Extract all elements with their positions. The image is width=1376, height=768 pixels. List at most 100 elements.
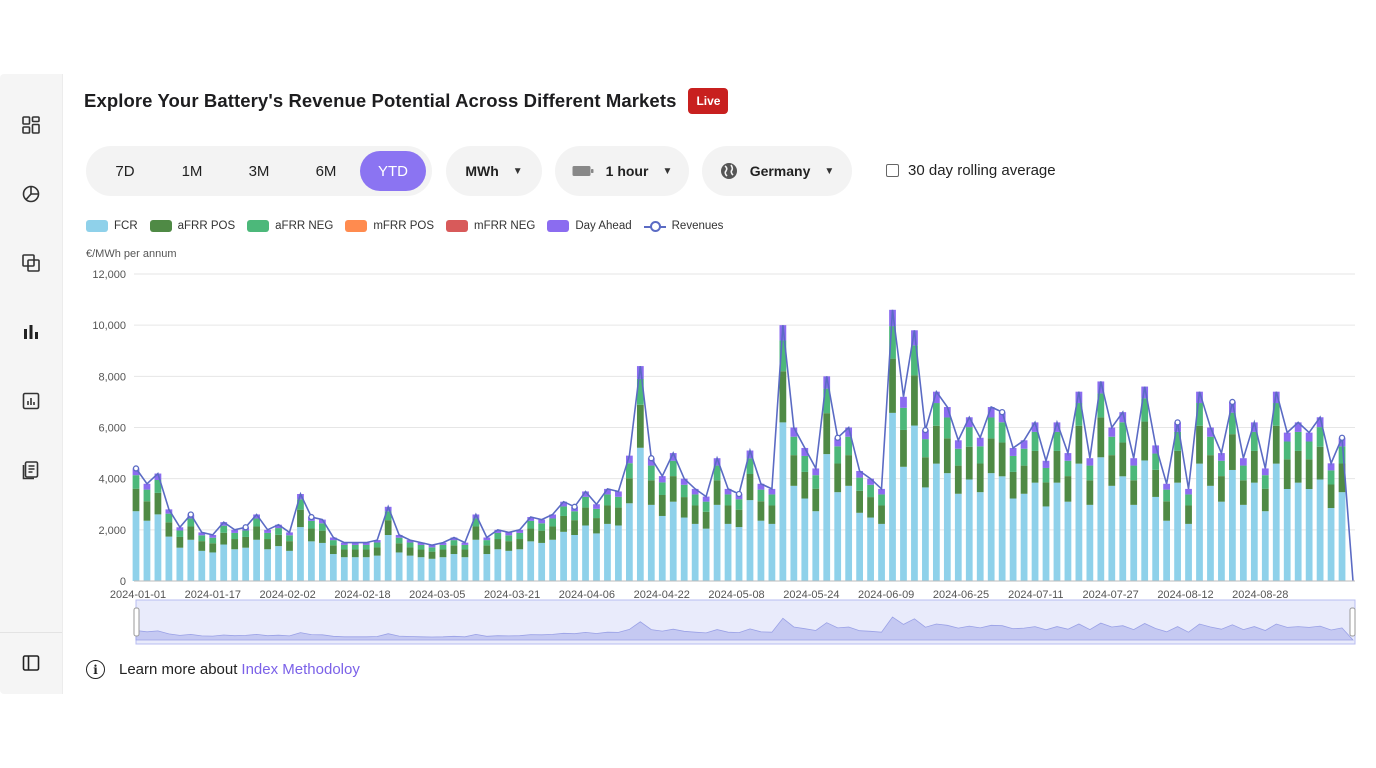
unit-dropdown[interactable]: MWh ▼ xyxy=(446,146,542,196)
bar-day-ahead xyxy=(1009,447,1017,456)
bar-afrr-pos xyxy=(165,522,173,537)
bar-afrr-pos xyxy=(702,511,710,529)
x-tick-label: 2024-03-05 xyxy=(409,589,465,601)
bar-afrr-neg xyxy=(362,544,370,550)
range-7d-button[interactable]: 7D xyxy=(115,162,135,180)
bar-day-ahead xyxy=(253,514,260,519)
bar-afrr-pos xyxy=(636,404,644,448)
bar-afrr-neg xyxy=(505,535,513,542)
bar-afrr-pos xyxy=(867,497,874,518)
legend-item-mfrr-neg[interactable]: mFRR NEG xyxy=(446,220,535,232)
index-methodology-link[interactable]: Index Methodoloy xyxy=(241,661,360,678)
chart-legend: FCR aFRR POS aFRR NEG mFRR POS mFRR NEG … xyxy=(86,220,735,232)
range-ytd-button[interactable]: YTD xyxy=(360,151,426,191)
revenue-point xyxy=(834,434,841,441)
bar-fcr xyxy=(417,557,425,581)
bar-fcr xyxy=(253,539,260,581)
bar-chart-icon[interactable] xyxy=(20,321,42,343)
layers-icon[interactable] xyxy=(20,252,42,274)
bar-fcr xyxy=(461,557,469,581)
bar-day-ahead xyxy=(658,476,666,483)
bar-fcr xyxy=(571,535,578,581)
bar-afrr-pos xyxy=(1294,450,1302,483)
bar-afrr-pos xyxy=(757,501,765,521)
bar-afrr-pos xyxy=(1075,425,1083,464)
bar-afrr-neg xyxy=(669,460,677,477)
bar-day-ahead xyxy=(1294,422,1302,432)
bar-fcr xyxy=(943,473,951,581)
bar-fcr xyxy=(165,536,173,581)
bar-afrr-pos xyxy=(680,497,688,518)
documents-icon[interactable] xyxy=(20,459,42,481)
rolling-average-checkbox[interactable] xyxy=(886,164,899,177)
bar-fcr xyxy=(516,549,524,581)
bar-day-ahead xyxy=(1305,432,1313,442)
bar-afrr-neg xyxy=(1009,455,1017,472)
bar-fcr xyxy=(1130,504,1138,581)
legend-item-fcr[interactable]: FCR xyxy=(86,220,138,232)
battery-icon xyxy=(572,166,594,176)
country-dropdown[interactable]: Germany ▼ xyxy=(702,146,852,196)
bar-afrr-pos xyxy=(768,505,776,524)
bar-afrr-pos xyxy=(801,471,809,499)
rolling-average-toggle[interactable]: 30 day rolling average xyxy=(886,162,1056,179)
legend-label: mFRR POS xyxy=(373,220,435,232)
bar-day-ahead xyxy=(900,396,907,408)
bar-afrr-pos xyxy=(746,474,754,501)
report-icon[interactable] xyxy=(20,390,42,412)
bar-afrr-neg xyxy=(812,475,820,489)
bar-day-ahead xyxy=(878,488,885,495)
bar-afrr-pos xyxy=(362,549,370,558)
bar-afrr-neg xyxy=(1075,403,1083,426)
bar-day-ahead xyxy=(1042,460,1050,468)
sidebar-divider xyxy=(0,632,62,633)
bar-afrr-pos xyxy=(1218,476,1225,502)
bar-afrr-neg xyxy=(922,439,929,458)
footer: i Learn more about Index Methodoloy xyxy=(86,660,360,679)
legend-item-day-ahead[interactable]: Day Ahead xyxy=(547,220,632,232)
bar-afrr-pos xyxy=(1086,480,1094,505)
bar-afrr-pos xyxy=(549,526,557,540)
bar-afrr-pos xyxy=(560,515,567,532)
bar-afrr-pos xyxy=(889,358,896,413)
bar-fcr xyxy=(538,542,546,581)
bar-fcr xyxy=(176,547,184,581)
x-tick-label: 2024-07-11 xyxy=(1008,589,1063,601)
y-tick-label: 10,000 xyxy=(92,320,126,332)
bar-afrr-neg xyxy=(560,506,567,516)
bar-fcr xyxy=(823,454,831,581)
bar-afrr-neg xyxy=(439,544,447,550)
pie-chart-icon[interactable] xyxy=(20,183,42,205)
legend-item-afrr-neg[interactable]: aFRR NEG xyxy=(247,220,333,232)
range-3m-button[interactable]: 3M xyxy=(248,162,270,180)
range-6m-button[interactable]: 6M xyxy=(315,162,337,180)
bar-afrr-neg xyxy=(1250,431,1258,451)
bar-afrr-pos xyxy=(1152,469,1160,497)
bar-afrr-pos xyxy=(1283,459,1291,490)
bar-afrr-neg xyxy=(1294,431,1302,451)
bar-fcr xyxy=(801,498,809,581)
bar-day-ahead xyxy=(987,407,995,418)
sidebar-toggle-icon[interactable] xyxy=(20,652,42,674)
dashboard-icon[interactable] xyxy=(20,114,42,136)
revenue-line xyxy=(135,309,1354,582)
revenue-point xyxy=(922,426,929,434)
bar-day-ahead xyxy=(220,522,228,526)
bar-afrr-pos xyxy=(812,488,820,512)
bar-afrr-neg xyxy=(1327,470,1335,485)
legend-item-afrr-pos[interactable]: aFRR POS xyxy=(149,220,235,232)
bar-afrr-pos xyxy=(922,457,929,488)
legend-item-mfrr-pos[interactable]: mFRR POS xyxy=(345,220,434,232)
bar-fcr xyxy=(472,539,480,581)
bar-afrr-neg xyxy=(242,530,250,537)
legend-item-revenues[interactable]: Revenues xyxy=(643,220,723,232)
range-1m-button[interactable]: 1M xyxy=(181,162,203,180)
bar-fcr xyxy=(1174,482,1181,581)
bar-fcr xyxy=(340,557,348,581)
revenue-point xyxy=(187,511,194,518)
duration-dropdown[interactable]: 1 hour ▼ xyxy=(555,146,689,196)
bar-afrr-neg xyxy=(724,494,732,506)
bar-afrr-neg xyxy=(351,544,359,550)
bar-afrr-neg xyxy=(1152,453,1160,470)
bar-afrr-neg xyxy=(1218,460,1225,477)
